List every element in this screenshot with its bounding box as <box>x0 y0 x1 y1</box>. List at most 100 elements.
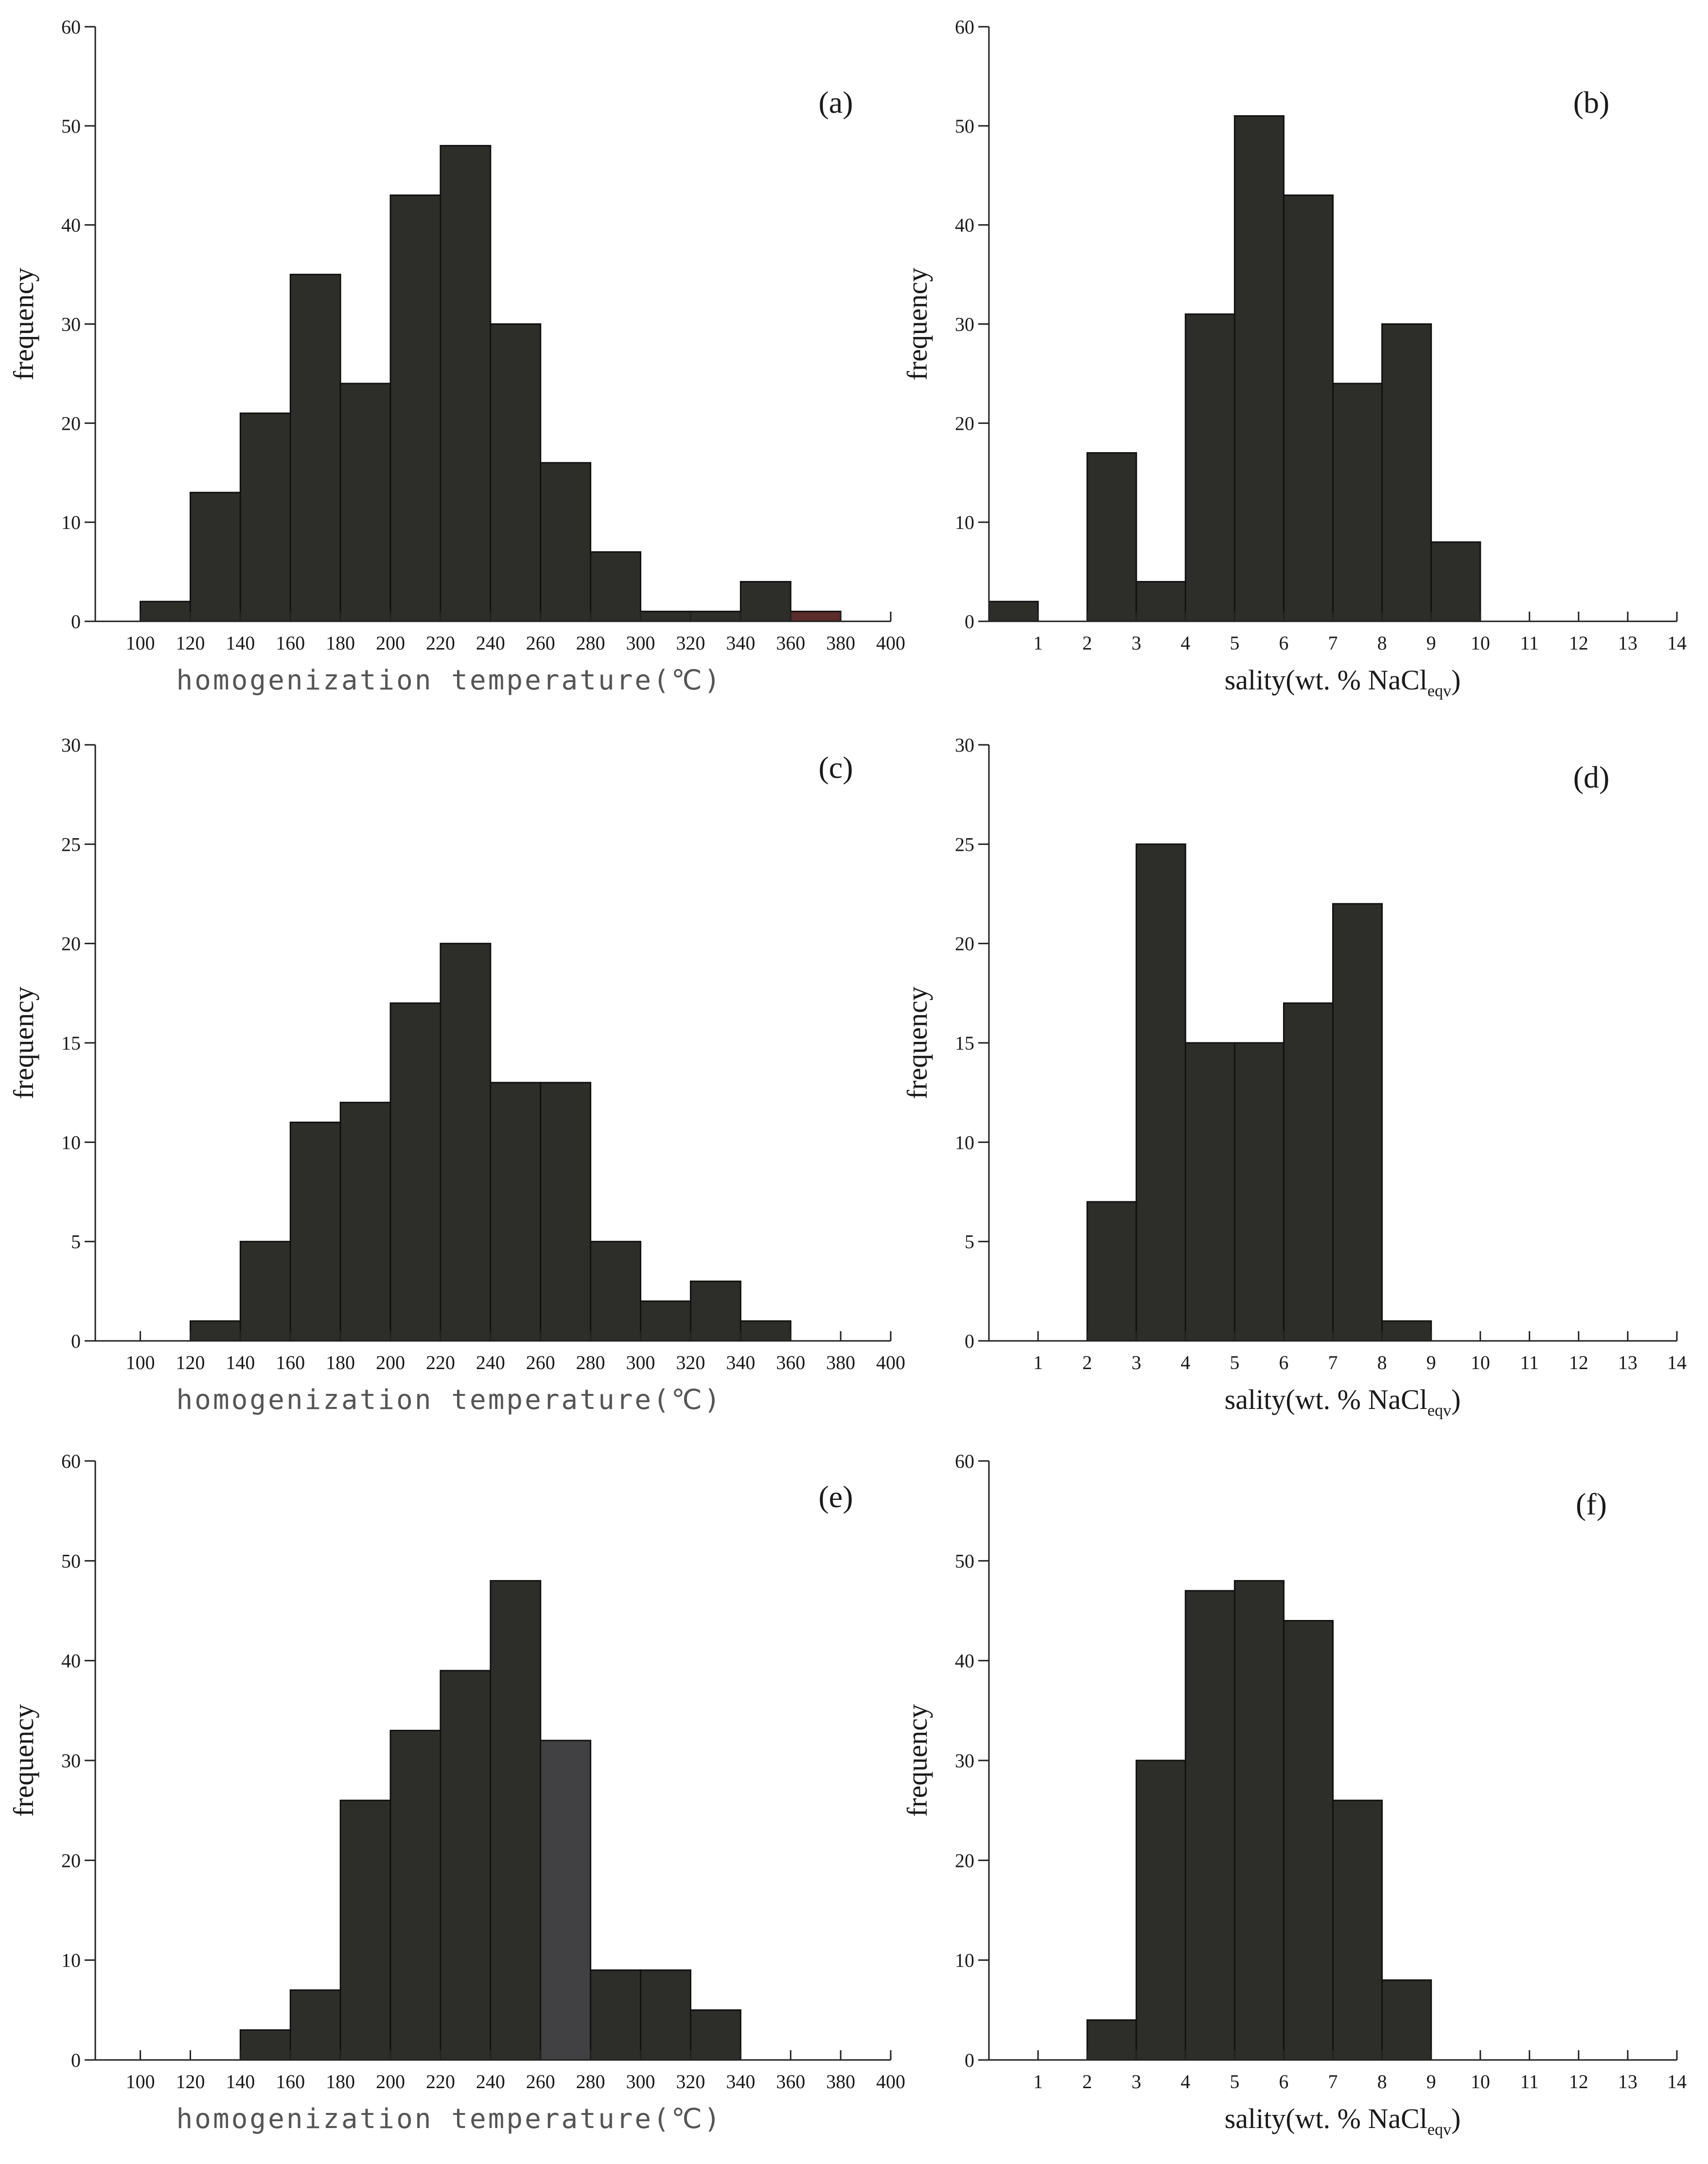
panel-f-bar-6 <box>1333 1800 1382 2060</box>
panel-b-y-tick-label-20: 20 <box>955 412 974 434</box>
panel-d-x-tick-label-5: 5 <box>1230 1352 1239 1373</box>
panel-e-bar-1 <box>240 2030 290 2060</box>
panel-b-x-tick-label-10: 10 <box>1471 632 1490 654</box>
panel-c-x-tick-label-280: 280 <box>576 1352 605 1373</box>
panel-e-y-tick-label-60: 60 <box>61 1450 81 1472</box>
panel-c-y-tick-label-5: 5 <box>71 1231 81 1253</box>
panel-b-x-tick-label-6: 6 <box>1279 632 1288 654</box>
panel-e-y-tick-label-10: 10 <box>61 1950 81 1971</box>
panel-c-bar-2 <box>240 1242 290 1341</box>
panel-a-y-axis-title: frequency <box>8 268 39 381</box>
panel-b-y-tick-label-0: 0 <box>965 611 974 633</box>
panel-c-x-tick-label-140: 140 <box>226 1352 255 1373</box>
panel-a-bar-3 <box>240 413 290 621</box>
panel-f-y-tick-label-30: 30 <box>955 1750 974 1772</box>
panel-c-y-tick-label-0: 0 <box>71 1330 81 1352</box>
panel-d-x-tick-label-3: 3 <box>1131 1352 1141 1373</box>
panel-f: 0102030405060 1 2 3 4 5 6 7 8 9 10 11 12 13 14 freque… <box>901 1450 1687 2139</box>
panel-e: 0 10 20 30 40 50 60 100 120 140 160 180 200 220 240 26… <box>8 1450 905 2135</box>
panel-c-y-tick-label-25: 25 <box>61 833 81 855</box>
panel-a-y-tick-label-0: 0 <box>71 611 81 633</box>
panel-b-y-axis-title: frequency <box>901 268 933 381</box>
panel-d-bars <box>1087 844 1431 1341</box>
panel-a: 0 10 20 30 40 50 60 100 120 140 160 180 200 220 240 26… <box>8 16 905 696</box>
panel-f-y-tick-label-10: 10 <box>955 1950 974 1971</box>
panel-e-bar-10 <box>690 2010 740 2060</box>
panel-a-x-tick-label-160: 160 <box>276 632 305 654</box>
panel-d-y-tick-label-30: 30 <box>955 734 974 756</box>
panel-d-x-tick-label-9: 9 <box>1426 1352 1436 1373</box>
panel-c-bar-1 <box>190 1321 240 1341</box>
panel-d-x-tick-label-4: 4 <box>1180 1352 1190 1373</box>
panel-e-y-tick-label-20: 20 <box>61 1849 81 1871</box>
panel-a-x-tick-label-340: 340 <box>726 632 755 654</box>
panel-a-bar-4 <box>290 275 340 621</box>
panel-f-y-tick-label-40: 40 <box>955 1650 974 1672</box>
panel-b: 0102030405060 1 2 3 4 5 6 7 8 9 10 11 12 13 14 freque… <box>901 16 1687 700</box>
panel-a-x-tick-label-300: 300 <box>626 632 655 654</box>
panel-a-x-tick-label-140: 140 <box>226 632 255 654</box>
panel-e-bar-9 <box>641 1970 691 2060</box>
panel-d-bar-2 <box>1136 844 1185 1341</box>
panel-a-x-tick-label-280: 280 <box>576 632 605 654</box>
panel-e-bar-6 <box>491 1581 541 2060</box>
panel-a-y-tick-label-20: 20 <box>61 412 81 434</box>
panel-c-bar-6 <box>440 944 491 1341</box>
panel-c-x-tick-label-100: 100 <box>126 1352 155 1373</box>
panel-d-bar-1 <box>1087 1202 1136 1341</box>
panel-a-x-tick-label-320: 320 <box>676 632 705 654</box>
panel-b-y-tick-label-10: 10 <box>955 511 974 533</box>
panel-f-x-tick-label-6: 6 <box>1279 2071 1288 2093</box>
panel-f-x-tick-label-5: 5 <box>1230 2071 1239 2093</box>
panel-e-x-tick-label-200: 200 <box>376 2071 405 2093</box>
panel-d-y-tick-label-15: 15 <box>955 1032 974 1054</box>
panel-f-x-tick-label-10: 10 <box>1471 2071 1490 2093</box>
panel-e-x-tick-label-240: 240 <box>476 2071 505 2093</box>
panel-c-bar-5 <box>390 1003 440 1341</box>
panel-b-x-tick-label-12: 12 <box>1569 632 1588 654</box>
panel-d-x-axis-title-main: sality(wt. % NaCl <box>1225 1384 1427 1415</box>
panel-c-x-tick-label-360: 360 <box>776 1352 805 1373</box>
panel-f-bar-7 <box>1382 1980 1431 2060</box>
panel-e-y-tick-label-50: 50 <box>61 1550 81 1572</box>
panel-d-x-axis-title-end: ) <box>1451 1384 1461 1415</box>
panel-c-bar-9 <box>591 1242 641 1341</box>
panel-f-y-tick-label-20: 20 <box>955 1849 974 1871</box>
panel-c-x-axis-title: homogenization temperature(℃) <box>176 1384 722 1416</box>
panel-c-y-tick-label-15: 15 <box>61 1032 81 1054</box>
histogram-figure: 0102030405060 100 120 140 160 180 200 220 240 26… <box>0 0 1708 2164</box>
panel-f-x-axis-title: sality(wt. % NaCleqv) <box>1225 2103 1461 2139</box>
panel-d-y-tick-label-5: 5 <box>965 1231 974 1253</box>
panel-b-x-axis-title: sality(wt. % NaCleqv) <box>1225 664 1461 700</box>
panel-c-x-tick-label-320: 320 <box>676 1352 705 1373</box>
panel-e-x-tick-label-140: 140 <box>226 2071 255 2093</box>
panel-f-x-tick-label-1: 1 <box>1033 2071 1043 2093</box>
panel-f-bar-1 <box>1087 2020 1136 2060</box>
panel-d-x-tick-label-14: 14 <box>1667 1352 1687 1373</box>
panel-a-y-tick-label-10: 10 <box>61 511 81 533</box>
panel-e-bar-4 <box>390 1730 440 2060</box>
panel-e-x-tick-label-300: 300 <box>626 2071 655 2093</box>
panel-d-x-tick-label-11: 11 <box>1520 1352 1539 1373</box>
panel-b-x-tick-label-4: 4 <box>1180 632 1190 654</box>
panel-e-x-tick-label-280: 280 <box>576 2071 605 2093</box>
panel-f-bar-2 <box>1136 1760 1185 2060</box>
panel-a-bar-1 <box>141 601 191 621</box>
panel-d-tag: (d) <box>1573 760 1610 794</box>
panel-b-bar-2 <box>1087 453 1136 621</box>
panel-d-y-ticks: 051015202530 <box>955 734 989 1352</box>
panel-f-bar-5 <box>1284 1621 1333 2060</box>
panel-e-y-tick-label-30: 30 <box>61 1750 81 1772</box>
panel-a-bar-11 <box>641 612 691 621</box>
panel-a-x-tick-label-260: 260 <box>526 632 555 654</box>
panel-e-x-tick-label-220: 220 <box>426 2071 455 2093</box>
panel-c-bar-4 <box>340 1103 390 1341</box>
panel-d-x-tick-label-6: 6 <box>1279 1352 1288 1373</box>
panel-b-x-axis-title-end: ) <box>1451 664 1461 696</box>
panel-c-x-tick-label-300: 300 <box>626 1352 655 1373</box>
panel-b-x-tick-label-11: 11 <box>1520 632 1539 654</box>
panel-a-bar-10 <box>591 552 641 621</box>
panel-e-x-tick-label-360: 360 <box>776 2071 805 2093</box>
panel-f-x-tick-label-14: 14 <box>1667 2071 1687 2093</box>
panel-b-y-tick-label-40: 40 <box>955 214 974 236</box>
